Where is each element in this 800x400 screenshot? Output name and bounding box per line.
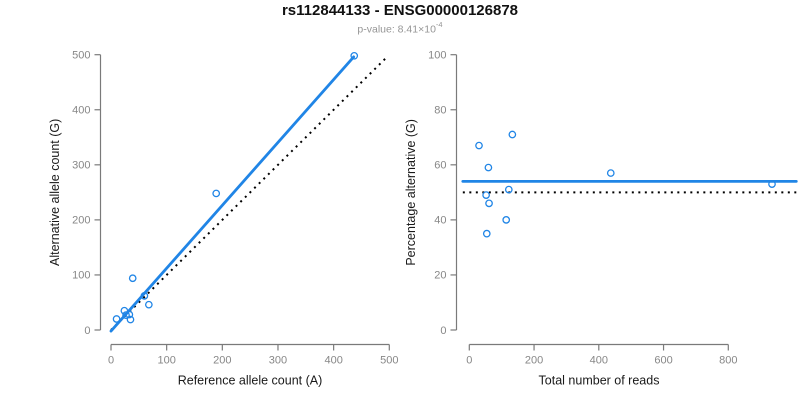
x-tick-label: 400 [590, 355, 608, 367]
y-tick-label: 300 [72, 160, 90, 172]
data-point [212, 189, 221, 198]
data-point [140, 292, 149, 300]
y-tick-label: 400 [72, 105, 90, 117]
data-point [768, 180, 776, 188]
data-point [606, 169, 615, 177]
y-tick-label: 100 [72, 270, 90, 282]
y-tick-label: 20 [434, 270, 446, 282]
data-point [504, 185, 513, 194]
data-point [482, 229, 491, 238]
x-tick-label: 300 [269, 355, 287, 367]
x-tick-label: 600 [654, 355, 672, 367]
x-tick-label: 500 [380, 355, 398, 367]
data-point [128, 274, 137, 283]
x-tick-label: 0 [466, 355, 472, 367]
p-value-exponent: -4 [435, 20, 443, 29]
x-tick-label: 800 [719, 355, 737, 367]
x-tick-label: 100 [157, 355, 175, 367]
y-axis-title: Percentage alternative (G) [404, 119, 418, 266]
data-point [502, 216, 511, 224]
data-point [475, 141, 483, 150]
data-point [144, 300, 153, 309]
data-point [508, 130, 517, 139]
y-tick-label: 40 [434, 215, 446, 227]
data-point [485, 199, 493, 208]
y-tick-label: 500 [72, 50, 90, 62]
x-tick-label: 200 [525, 355, 543, 367]
y-tick-label: 0 [440, 325, 446, 337]
y-axis-title: Alternative allele count (G) [48, 119, 62, 266]
page-title: rs112844133 - ENSG00000126878 [281, 2, 519, 19]
fit-line [109, 55, 356, 333]
data-point [122, 311, 130, 319]
data-point [482, 191, 490, 199]
y-tick-label: 60 [434, 160, 446, 172]
x-tick-label: 400 [324, 355, 342, 367]
y-tick-label: 200 [72, 215, 90, 227]
y-tick-label: 0 [84, 325, 90, 337]
y-tick-label: 80 [434, 105, 446, 117]
data-point [350, 51, 359, 60]
y-tick-label: 100 [428, 50, 446, 62]
p-value-subtitle: p-value: 8.41×10-4 [0, 20, 800, 36]
data-point [120, 306, 129, 315]
data-point [126, 315, 135, 324]
plot-ref-vs-alt: 0 100 200 300 400 500 0 100 200 300 400 500 Referenc… [48, 50, 398, 388]
x-tick-label: 200 [213, 355, 231, 367]
p-value-text: p-value: 8.41×10 [357, 23, 436, 36]
x-axis-title: Reference allele count (A) [178, 374, 323, 388]
data-point [484, 163, 493, 172]
x-tick-label: 0 [108, 355, 114, 367]
data-point [112, 315, 121, 323]
plot-reads-vs-percentage: 0 20 40 60 80 100 0 200 400 600 800 Total number of… [404, 50, 798, 388]
identity-line [110, 55, 389, 331]
data-point [125, 310, 134, 319]
x-axis-title: Total number of reads [539, 374, 660, 388]
